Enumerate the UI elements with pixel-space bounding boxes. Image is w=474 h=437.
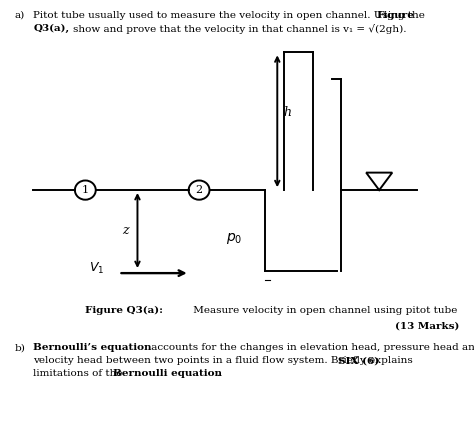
Text: .: . [216,369,219,378]
Text: $p_0$: $p_0$ [227,231,243,246]
Text: limitations of the: limitations of the [33,369,126,378]
Text: accounts for the changes in elevation head, pressure head and: accounts for the changes in elevation he… [148,343,474,352]
Text: b): b) [14,343,25,352]
Text: Figure Q3(a):: Figure Q3(a): [85,306,164,315]
Text: a): a) [14,11,25,20]
Text: 1: 1 [82,185,89,195]
Text: $V_1$: $V_1$ [89,261,104,276]
Text: Q3(a),: Q3(a), [33,24,69,33]
Text: 2: 2 [195,185,203,195]
Text: Pitot tube usually used to measure the velocity in open channel. Using the: Pitot tube usually used to measure the v… [33,11,428,20]
Text: (13 Marks): (13 Marks) [395,321,460,330]
Text: Figure: Figure [377,11,415,20]
Text: SIX (6): SIX (6) [338,356,380,365]
Text: z: z [122,224,129,237]
Text: h: h [283,106,291,119]
Text: Bernoulli’s equation: Bernoulli’s equation [33,343,152,352]
Text: show and prove that the velocity in that channel is v₁ = √(2gh).: show and prove that the velocity in that… [73,24,407,34]
Text: Measure velocity in open channel using pitot tube: Measure velocity in open channel using p… [190,306,457,315]
Text: velocity head between two points in a fluid flow system. Briefly explains: velocity head between two points in a fl… [33,356,416,365]
Text: Bernoulli equation: Bernoulli equation [113,369,222,378]
